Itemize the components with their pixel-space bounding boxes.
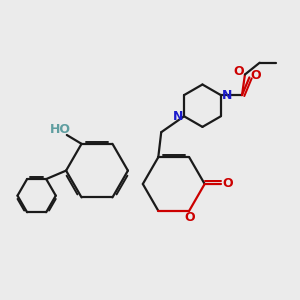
Text: O: O — [222, 178, 232, 190]
Text: N: N — [172, 110, 183, 123]
Text: HO: HO — [50, 124, 70, 136]
Text: N: N — [222, 88, 232, 102]
Text: O: O — [184, 211, 195, 224]
Text: O: O — [250, 69, 261, 82]
Text: O: O — [233, 65, 244, 78]
